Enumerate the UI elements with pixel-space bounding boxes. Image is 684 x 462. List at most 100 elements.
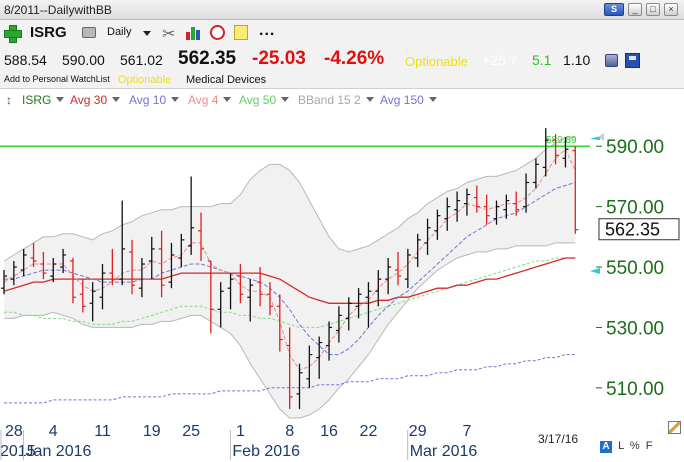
ohlc-bar[interactable] [138, 257, 145, 298]
chart-toolbar: ISRG Daily ✂ ... [0, 20, 684, 46]
tools-icon[interactable]: ✂ [162, 26, 176, 43]
ohlc-bar[interactable] [513, 191, 520, 216]
ohlc-bar[interactable] [20, 248, 27, 277]
ohlc-bar[interactable] [69, 257, 76, 304]
ohlc-bar[interactable] [483, 194, 490, 225]
indicator-avg4[interactable]: Avg 4 [188, 93, 232, 107]
indicator-isrg[interactable]: ISRG [22, 93, 65, 107]
ohlc-bar[interactable] [444, 197, 451, 231]
ohlc-bar[interactable] [237, 264, 244, 304]
window-title-bar: 8/2011--DailywithBB S _ □ × [0, 0, 684, 20]
ohlc-bar[interactable] [424, 218, 431, 255]
ohlc-bar[interactable] [217, 282, 224, 328]
close-icon[interactable]: × [664, 3, 678, 16]
ohlc-bar[interactable] [335, 306, 342, 343]
fit-toggle[interactable]: F [645, 440, 653, 452]
ohlc-bar[interactable] [326, 321, 333, 361]
ohlc-bar[interactable] [542, 128, 549, 177]
symbol-label[interactable]: ISRG [30, 24, 67, 41]
ohlc-bar[interactable] [50, 257, 57, 283]
ohlc-bar[interactable] [552, 134, 559, 165]
ohlc-bar[interactable] [316, 336, 323, 379]
ohlc-bar[interactable] [355, 288, 362, 319]
ohlc-bar[interactable] [473, 185, 480, 213]
ohlc-bar[interactable] [463, 188, 470, 216]
move-handle-icon[interactable]: ↕ [6, 93, 12, 107]
alarm-clock-icon[interactable] [210, 25, 225, 40]
month-label: Jan 2016 [26, 443, 92, 460]
ohlc-bar[interactable] [385, 257, 392, 295]
s-button[interactable]: S [604, 3, 624, 16]
ohlc-bar[interactable] [30, 242, 37, 268]
ohlc-bar[interactable] [286, 327, 293, 409]
ohlc-bar[interactable] [503, 194, 510, 219]
ohlc-bar[interactable] [257, 267, 264, 307]
pencil-icon[interactable] [668, 421, 681, 434]
ohlc-bar[interactable] [1, 270, 7, 295]
indicator-avg50[interactable]: Avg 50 [239, 93, 290, 107]
minimize-icon[interactable]: _ [628, 3, 642, 16]
upper-marker-icon [590, 136, 600, 140]
ohlc-bar[interactable] [266, 282, 273, 316]
ohlc-bar[interactable] [395, 251, 401, 286]
ohlc-bar[interactable] [188, 176, 195, 255]
auto-scale-icon[interactable]: A [600, 441, 612, 453]
open-price: 588.54 [4, 52, 47, 68]
ohlc-bar[interactable] [493, 200, 500, 225]
ohlc-bar[interactable] [227, 273, 234, 310]
price-chart[interactable]: 589.89 510.00 530.00 550.00 570.00 590.00 562… [0, 110, 684, 462]
ohlc-bar[interactable] [562, 137, 569, 168]
scroll-up-icon[interactable] [598, 133, 604, 141]
ohlc-bar[interactable] [247, 279, 254, 322]
ohlc-bar[interactable] [89, 282, 96, 322]
indicator-avg150[interactable]: Avg 150 [380, 93, 437, 107]
stack-icon[interactable] [605, 54, 618, 67]
ohlc-bar[interactable] [99, 264, 106, 310]
percent-toggle[interactable]: % [629, 440, 640, 452]
ohlc-bar[interactable] [60, 248, 67, 274]
ohlc-bar[interactable] [532, 158, 539, 189]
ohlc-bar[interactable] [375, 270, 382, 307]
maximize-icon[interactable]: □ [646, 3, 660, 16]
indicator-avg10[interactable]: Avg 10 [129, 93, 180, 107]
ohlc-bar[interactable] [404, 248, 411, 289]
ohlc-bar[interactable] [207, 260, 214, 334]
ohlc-bar[interactable] [345, 297, 352, 331]
add-symbol-icon[interactable] [4, 25, 22, 43]
ohlc-bar[interactable] [40, 251, 47, 280]
ohlc-bar[interactable] [296, 363, 303, 409]
bar-chart-icon[interactable] [186, 25, 202, 40]
ohlc-bar[interactable] [119, 200, 126, 286]
ohlc-bar[interactable] [109, 248, 116, 286]
period-select[interactable]: Daily [107, 26, 132, 38]
note-icon[interactable] [234, 25, 248, 40]
x-tick-label: 29 [409, 423, 427, 440]
ohlc-bar[interactable] [572, 146, 579, 234]
ohlc-bar[interactable] [414, 233, 421, 268]
ohlc-bar[interactable] [148, 236, 155, 280]
lower-marker-icon [590, 268, 600, 274]
log-scale-toggle[interactable]: L [618, 440, 624, 452]
chevron-down-icon[interactable] [143, 31, 151, 36]
ohlc-bar[interactable] [523, 173, 530, 213]
save-icon[interactable] [625, 53, 640, 68]
x-tick-label: 4 [49, 423, 58, 440]
add-to-watchlist-link[interactable]: Add to Personal WatchList [4, 74, 110, 84]
printer-icon[interactable] [82, 27, 96, 38]
indicator-bband[interactable]: BBand 15 2 [298, 93, 374, 107]
ohlc-bar[interactable] [276, 294, 283, 352]
ohlc-bar[interactable] [198, 212, 204, 261]
ohlc-bar[interactable] [454, 191, 461, 222]
ohlc-bar[interactable] [10, 261, 17, 286]
indicator-avg30[interactable]: Avg 30 [70, 93, 121, 107]
ohlc-bar[interactable] [365, 282, 372, 328]
ohlc-bar[interactable] [129, 239, 136, 295]
ohlc-bar[interactable] [158, 230, 165, 298]
ohlc-bar[interactable] [434, 209, 441, 240]
ohlc-bar[interactable] [168, 242, 175, 289]
ohlc-bar[interactable] [178, 233, 185, 268]
industry-label: Medical Devices [186, 74, 267, 86]
more-options-button[interactable]: ... [259, 22, 276, 39]
ohlc-bar[interactable] [79, 279, 86, 313]
ohlc-bar[interactable] [306, 345, 313, 388]
